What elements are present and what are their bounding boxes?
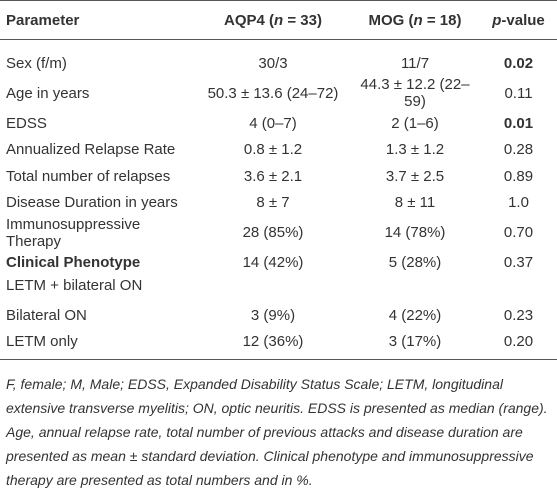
data-table: Parameter AQP4 (n = 33) MOG (n = 18) p-v… [0,0,557,360]
table-cell: 50.3 ± 13.6 (24–72) [207,84,339,102]
table-row: EDSS 4 (0–7) 2 (1–6) 0.01 [0,110,557,136]
table-cell: Total number of relapses [6,167,171,185]
table-cell: 4 (22%) [388,306,442,324]
table-cell: 0.01 [503,115,534,133]
table-row: Sex (f/m) 30/3 11/7 0.02 [0,40,557,77]
table-cell: 8 ± 7 [256,194,290,212]
table-cell: 28 (85%) [242,224,304,242]
table-cell: 3 (17%) [350,328,480,360]
table-cell: 3.6 ± 2.1 [243,167,303,185]
table-cell: 1.3 ± 1.2 [385,141,445,159]
table-row: Age in years 50.3 ± 13.6 (24–72) 44.3 ± 12… [0,76,557,110]
header-text: MOG ( [368,11,414,29]
table-cell: Disease Duration in years [6,194,178,212]
table-cell: Immunosuppressive Therapy [6,215,141,250]
table-body: Sex (f/m) 30/3 11/7 0.02 Age in years 50.3 ± … [0,40,557,360]
group-sublabel: LETM + bilateral ON [6,276,143,294]
table-cell: 12 (36%) [196,328,350,360]
table-cell: Age in years [6,84,90,102]
table-cell: EDSS [6,115,47,133]
header-italic: n [413,11,423,29]
header-text: = 33) [283,11,322,29]
header-text: = 18) [422,11,462,29]
table-row: LETM only 12 (36%) 3 (17%) 0.20 [0,328,557,360]
table-cell: 0.70 [503,224,534,242]
group-label: Clinical Phenotype [6,253,141,271]
header-cell: Parameter [0,0,196,40]
table-cell: Clinical Phenotype LETM + bilateral ON [0,250,196,302]
table-cell: 0.02 [503,54,534,72]
header-cell: AQP4 (n = 33) [196,0,350,40]
table-row: Bilateral ON 3 (9%) 4 (22%) 0.23 [0,302,557,328]
table-cell: Annualized Relapse Rate [6,141,176,159]
table-cell: 14 (42%) [242,253,304,271]
header-text: -value [501,11,545,29]
table-cell: Bilateral ON [6,306,87,324]
table-cell: 0.11 [504,84,533,102]
footnote: F, female; M, Male; EDSS, Expanded Disab… [6,375,548,488]
header-row: Parameter AQP4 (n = 33) MOG (n = 18) p-v… [0,0,557,40]
table-cell: 0.23 [503,306,534,324]
table-row: Immunosuppressive Therapy 28 (85%) 14 (78%… [0,216,557,250]
table-cell: 0.8 ± 1.2 [243,141,303,159]
table-cell: 11/7 [400,54,430,72]
header-cell: MOG (n = 18) [350,0,480,40]
table-cell: 8 ± 11 [394,194,436,212]
table-cell: 0.28 [503,141,534,159]
table-cell: 2 (1–6) [391,115,439,133]
table-cell: 3 (9%) [250,306,296,324]
table-cell: 3.7 ± 2.5 [385,167,445,185]
table-row: Disease Duration in years 8 ± 7 8 ± 11 1.0 [0,190,557,216]
table-cell: Sex (f/m) [6,54,67,72]
header-cell: p-value [480,0,557,40]
table-cell: 0.89 [503,167,534,185]
table-cell: 30/3 [258,54,288,72]
table-cell: 0.37 [503,253,534,271]
table-cell: 1.0 [508,194,529,212]
table-row: Clinical Phenotype LETM + bilateral ON 14 … [0,250,557,302]
table-cell: 44.3 ± 12.2 (22–59) [360,76,470,111]
table-row: Annualized Relapse Rate 0.8 ± 1.2 1.3 ± 1.… [0,137,557,163]
table-cell: 4 (0–7) [249,115,297,133]
header-italic: p [492,11,502,29]
table-row: Total number of relapses 3.6 ± 2.1 3.7 ± 2… [0,163,557,189]
table-cell: 0.20 [480,328,557,360]
table-cell: LETM only [0,328,196,360]
table-cell: 5 (28%) [388,253,442,271]
header-text: AQP4 ( [224,11,275,29]
header-italic: n [274,11,284,29]
table-cell: 14 (78%) [384,224,446,242]
